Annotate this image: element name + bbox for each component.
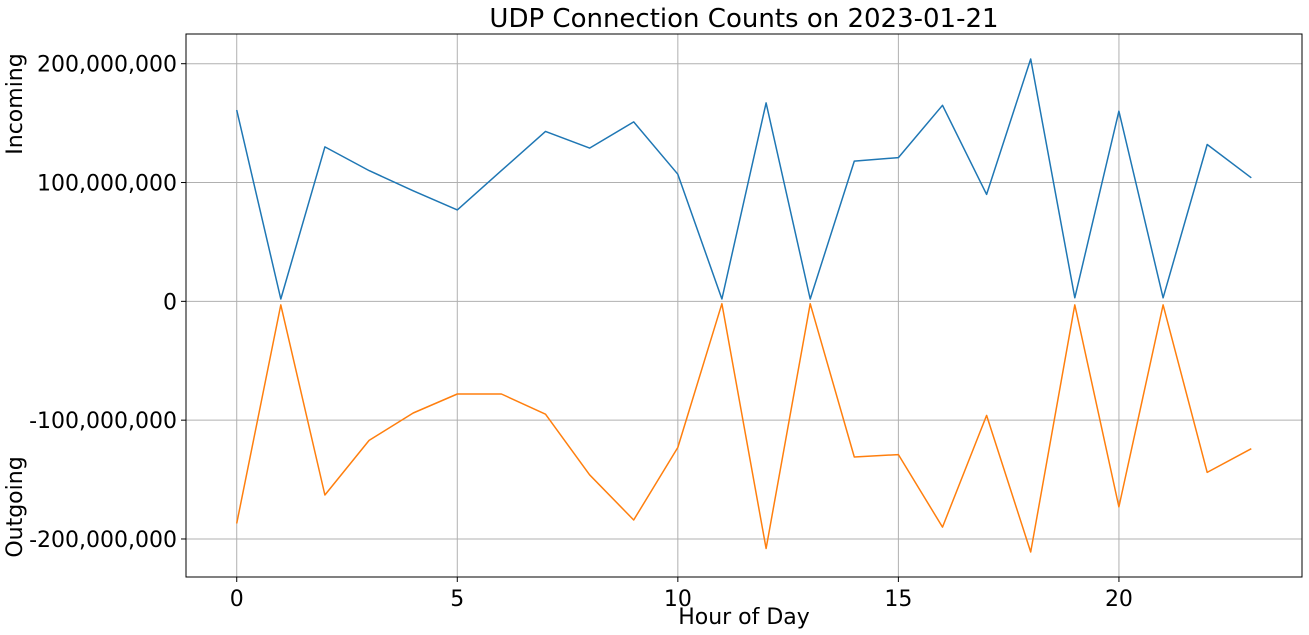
x-tick-label: 20 bbox=[1105, 587, 1133, 612]
y-tick-label: 200,000,000 bbox=[37, 53, 177, 78]
grid-layer bbox=[186, 34, 1302, 577]
series-layer bbox=[235, 58, 1252, 553]
x-tick-label: 5 bbox=[450, 587, 464, 612]
y-tick-label: 100,000,000 bbox=[37, 172, 177, 197]
tick-layer: 0 5 10 15 20 200,000,000 100,000,000 0 -100,000,… bbox=[29, 53, 1133, 612]
chart-title: UDP Connection Counts on 2023-01-21 bbox=[489, 4, 998, 34]
y-tick-label: -200,000,000 bbox=[29, 528, 177, 553]
y-axis-label-incoming: Incoming bbox=[3, 53, 28, 154]
outgoing-series-line bbox=[235, 302, 1252, 553]
y-tick-label: 0 bbox=[163, 290, 177, 315]
x-tick-label: 15 bbox=[884, 587, 912, 612]
x-tick-label: 0 bbox=[230, 587, 244, 612]
y-axis-label-outgoing: Outgoing bbox=[3, 456, 28, 557]
plot-frame bbox=[185, 33, 1303, 578]
y-tick-label: -100,000,000 bbox=[29, 409, 177, 434]
x-tick-label: 10 bbox=[664, 587, 692, 612]
x-axis-label: Hour of Day bbox=[678, 605, 810, 630]
incoming-series-line bbox=[235, 58, 1252, 300]
